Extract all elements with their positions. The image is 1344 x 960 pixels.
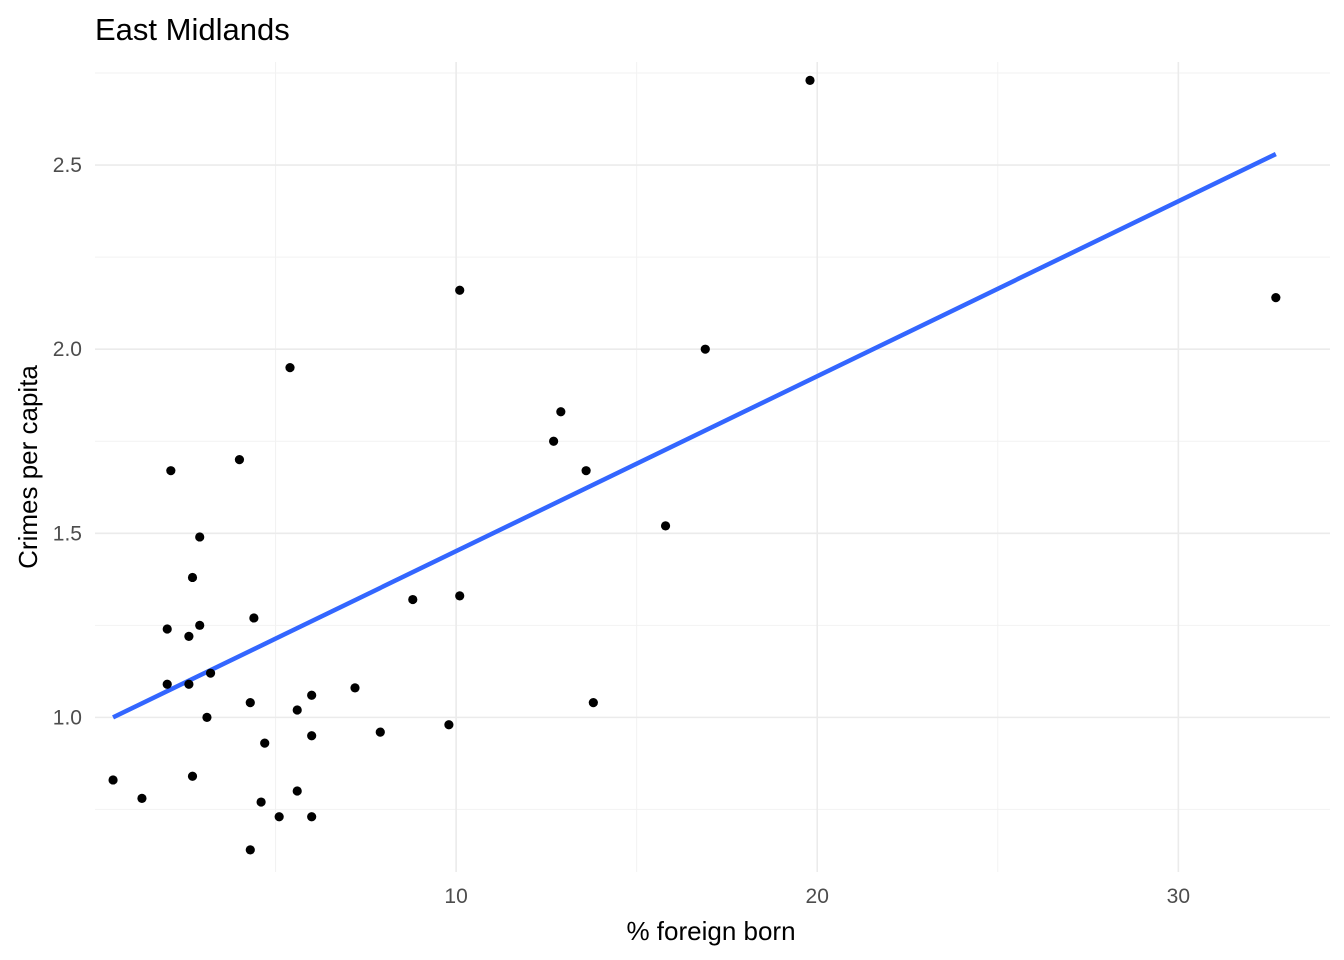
data-point	[444, 720, 454, 730]
data-point	[205, 668, 216, 678]
y-tick-label: 1.0	[53, 706, 82, 729]
x-tick-label: 10	[444, 885, 467, 908]
data-point	[285, 362, 295, 373]
data-point	[350, 683, 360, 693]
data-point	[307, 690, 317, 700]
y-axis-ticks: 1.0 1.5 2.0 2.5	[53, 154, 82, 729]
data-point	[660, 521, 671, 531]
data-point	[556, 407, 566, 417]
grid	[95, 62, 1330, 872]
data-point	[588, 698, 598, 708]
data-point	[260, 738, 270, 748]
data-point	[195, 532, 205, 542]
fit-line-layer	[112, 152, 1277, 720]
y-tick-label: 1.5	[53, 522, 82, 545]
data-point	[307, 812, 317, 822]
regression-line	[112, 152, 1277, 720]
x-axis-ticks: 10 20 30	[444, 885, 1190, 908]
data-point	[249, 613, 259, 623]
data-point	[549, 436, 559, 446]
data-point	[1271, 293, 1281, 303]
data-point	[455, 285, 465, 295]
data-point	[805, 75, 815, 86]
data-point	[137, 793, 147, 803]
x-tick-label: 30	[1167, 885, 1190, 908]
data-point	[195, 620, 205, 630]
data-point	[455, 591, 465, 601]
data-point	[184, 631, 194, 641]
data-point	[700, 344, 710, 354]
data-point	[187, 771, 198, 781]
x-tick-label: 20	[806, 885, 829, 908]
data-point	[245, 845, 255, 855]
data-point	[292, 705, 302, 715]
chart-title: East Midlands	[95, 12, 290, 47]
data-point	[408, 594, 418, 605]
data-point	[162, 624, 172, 634]
data-point	[108, 775, 118, 785]
data-point	[162, 679, 172, 689]
data-point	[375, 727, 385, 737]
data-point	[166, 466, 176, 476]
data-point	[581, 466, 591, 476]
points-layer	[108, 75, 1281, 855]
data-point	[307, 731, 317, 741]
data-point	[187, 572, 198, 583]
y-axis-title: Crimes per capita	[13, 365, 43, 569]
y-tick-label: 2.0	[53, 338, 82, 361]
data-point	[234, 455, 245, 465]
x-axis-title: % foreign born	[626, 916, 795, 946]
data-point	[202, 712, 212, 722]
data-point	[274, 812, 284, 822]
data-point	[184, 679, 194, 689]
y-tick-label: 2.5	[53, 154, 82, 177]
data-point	[245, 698, 255, 708]
data-point	[256, 797, 266, 807]
data-point	[292, 786, 302, 796]
